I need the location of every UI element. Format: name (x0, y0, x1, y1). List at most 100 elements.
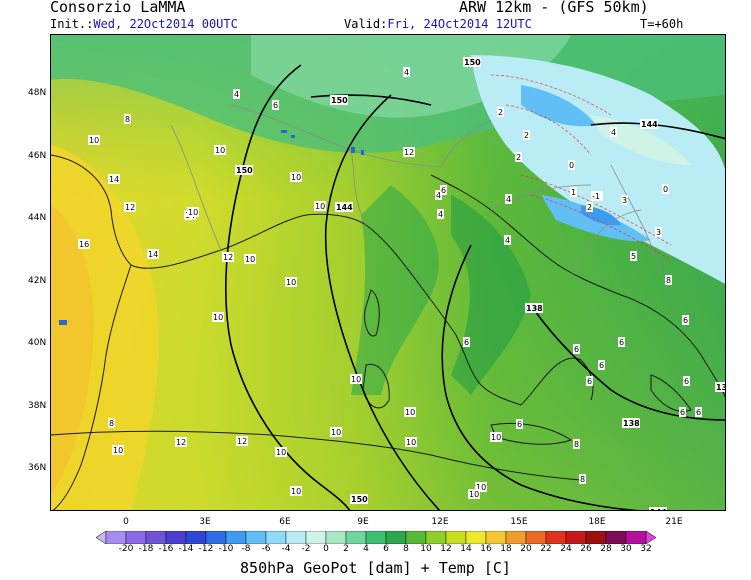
colorbar-tick-label: 32 (640, 544, 652, 554)
colorbar-tick-label: 6 (383, 544, 389, 554)
temperature-label-box (610, 127, 617, 137)
temperature-colorbar (96, 531, 656, 544)
colorbar-cell (285, 531, 307, 544)
colorbar-cell (405, 531, 427, 544)
map-caption: 850hPa GeoPot [dam] + Temp [C] (240, 559, 511, 577)
temperature-label: 6 (587, 377, 592, 386)
longitude-label: 6E (279, 517, 291, 527)
temperature-label: 6 (599, 361, 604, 370)
temperature-label: 8 (109, 419, 114, 428)
colorbar-tick-label: 16 (480, 544, 492, 554)
temperature-label: 5 (631, 252, 636, 261)
temperature-label: 6 (683, 316, 688, 325)
temperature-label: 6 (619, 338, 624, 347)
temperature-label: 10 (291, 487, 301, 496)
temperature-label: 12 (223, 253, 233, 262)
colorbar-cell (525, 531, 547, 544)
temperature-label-box (314, 201, 326, 211)
colorbar-tick-label: -12 (198, 544, 214, 554)
temperature-label: 6 (273, 101, 278, 110)
colorbar-cell (365, 531, 387, 544)
temperature-label-box (591, 191, 603, 201)
temperature-label-box (440, 185, 447, 195)
geopotential-label: 144 (650, 508, 667, 511)
temperature-label-box (187, 207, 199, 217)
colorbar-tick-label: 4 (363, 544, 369, 554)
colorbar-cell (125, 531, 147, 544)
temperature-label: 10 (351, 375, 361, 384)
temperature-label-box (621, 195, 628, 205)
forecast-map: 4468101012101412161414121010101010101010… (50, 34, 726, 511)
temperature-label-box (285, 277, 297, 287)
temperature-label-box (212, 312, 224, 322)
temperature-label: 8 (580, 475, 585, 484)
colorbar-tick-label: 12 (440, 544, 452, 554)
temperature-label-box (630, 251, 637, 261)
temperature-label-box (598, 360, 605, 370)
geopotential-label: 138 (716, 383, 726, 392)
temperature-label-box (403, 67, 410, 77)
temperature-label: -1 (592, 192, 600, 201)
temperature-label: 0 (663, 185, 668, 194)
longitude-label: 12E (431, 517, 449, 527)
geopotential-label: 144 (336, 203, 353, 212)
temperature-label: 2 (498, 108, 503, 117)
geopotential-label-box (649, 507, 667, 510)
colorbar-cell (305, 531, 327, 544)
temperature-label: 4 (505, 236, 510, 245)
temperature-label: 10 (89, 136, 99, 145)
geopotential-label-box (525, 303, 543, 313)
geopotential-label: 138 (526, 304, 543, 313)
colorbar-cell (185, 531, 207, 544)
colorbar-cell (465, 531, 487, 544)
temperature-label: 12 (237, 437, 247, 446)
temperature-label-box (683, 376, 690, 386)
init-value: Wed, 22Oct2014 00UTC (93, 17, 238, 31)
temperature-label: 6 (517, 420, 522, 429)
temperature-label-box (468, 489, 480, 499)
colorbar-tick-label: 14 (460, 544, 472, 554)
longitude-label: 18E (588, 517, 606, 527)
colorbar-cell (565, 531, 587, 544)
longitude-label: 3E (199, 517, 211, 527)
colorbar-cell (325, 531, 347, 544)
temperature-label-box (570, 187, 577, 197)
colorbar-tick-label: 30 (620, 544, 632, 554)
latitude-label: 38N (28, 401, 47, 411)
colorbar-tick-label: 0 (323, 544, 329, 554)
colorbar-cell (445, 531, 467, 544)
temperature-label-box (108, 418, 115, 428)
temperature-label: 10 (215, 146, 225, 155)
temperature-label-box (490, 432, 502, 442)
temperature-label: 10 (406, 438, 416, 447)
temperature-label: 14 (148, 250, 158, 259)
model-title: ARW 12km - (GFS 50km) (459, 0, 649, 16)
colorbar-cell (545, 531, 567, 544)
temperature-label-box (618, 337, 625, 347)
colorbar-low-arrow (96, 531, 107, 544)
colorbar-tick-label: -4 (281, 544, 291, 554)
temperature-label: 6 (680, 408, 685, 417)
temperature-label: 10 (291, 173, 301, 182)
colorbar-cell (225, 531, 247, 544)
temperature-label: 10 (315, 202, 325, 211)
colorbar-cell (145, 531, 167, 544)
colorbar-tick-label: 8 (403, 544, 409, 554)
temperature-label: 3 (656, 228, 661, 237)
colorbar-tick-label: 26 (580, 544, 592, 554)
geopotential-label: 150 (464, 58, 481, 67)
temperature-label-box (437, 209, 444, 219)
temperature-label-box (404, 407, 416, 417)
temperature-label: 10 (286, 278, 296, 287)
temperature-label-box (662, 184, 669, 194)
temperature-label-box (435, 190, 442, 200)
valid-label: Valid: (344, 17, 388, 31)
temperature-label: 4 (234, 90, 239, 99)
temperature-label-box (78, 239, 90, 249)
colorbar-high-arrow (645, 531, 656, 544)
temperature-label: 14 (109, 175, 119, 184)
temperature-label-box (586, 202, 593, 212)
temperature-label-box (655, 227, 662, 237)
temperature-label: 3 (622, 196, 627, 205)
temperature-label: 2 (524, 131, 529, 140)
